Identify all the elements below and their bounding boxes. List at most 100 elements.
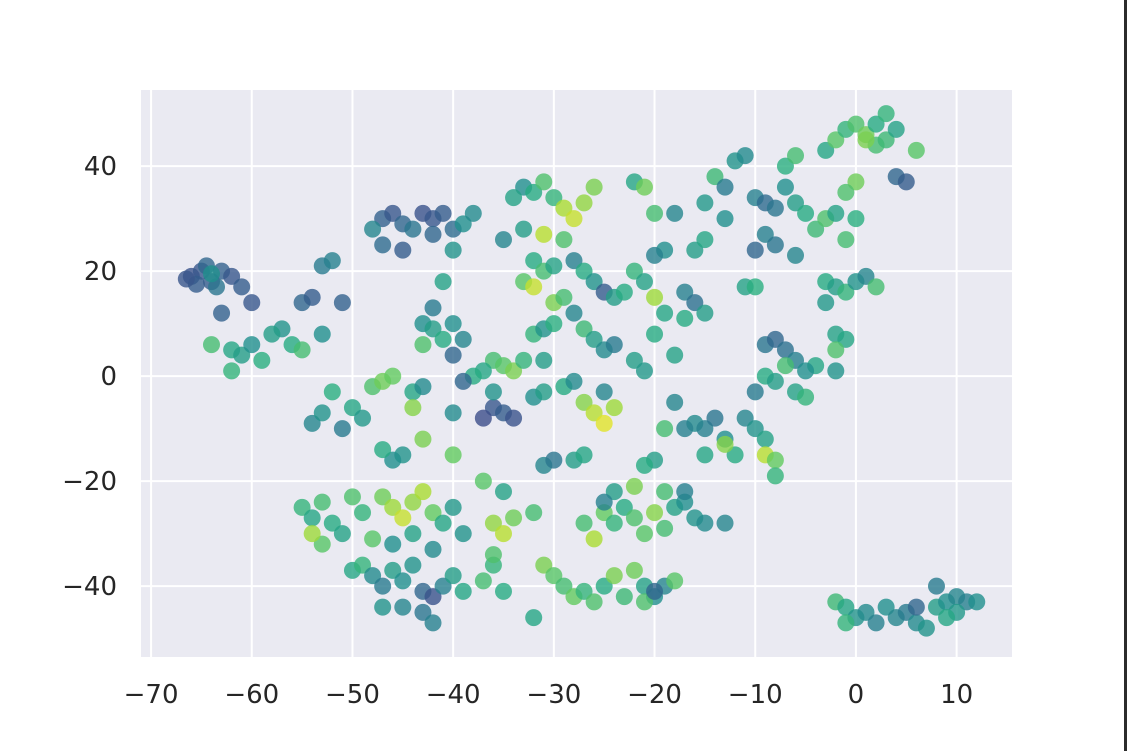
data-point: [746, 383, 764, 401]
data-point: [404, 525, 422, 543]
data-point: [706, 409, 724, 427]
data-point: [505, 509, 523, 527]
data-point: [575, 393, 593, 411]
data-point: [646, 288, 664, 306]
data-point: [333, 294, 351, 312]
data-point: [454, 215, 472, 233]
data-point: [354, 409, 372, 427]
data-point: [625, 351, 643, 369]
data-point: [313, 493, 331, 511]
data-point: [917, 619, 935, 637]
data-point: [817, 294, 835, 312]
data-point: [635, 362, 653, 380]
data-point: [364, 567, 382, 585]
data-point: [867, 115, 885, 133]
data-point: [545, 257, 563, 275]
data-point: [414, 430, 432, 448]
data-point: [676, 283, 694, 301]
data-point: [605, 336, 623, 354]
data-point: [756, 430, 774, 448]
data-point: [776, 341, 794, 359]
data-point: [424, 540, 442, 558]
data-point: [293, 498, 311, 516]
data-point: [635, 593, 653, 611]
data-point: [424, 588, 442, 606]
data-point: [233, 278, 251, 296]
data-point: [243, 294, 261, 312]
data-point: [847, 173, 865, 191]
data-point: [625, 477, 643, 495]
data-point: [384, 498, 402, 516]
data-point: [615, 498, 633, 516]
data-point: [343, 399, 361, 417]
data-point: [877, 598, 895, 616]
data-point: [414, 378, 432, 396]
data-point: [776, 178, 794, 196]
data-point: [213, 304, 231, 322]
data-point: [716, 178, 734, 196]
data-point: [646, 325, 664, 343]
data-point: [444, 446, 462, 464]
x-axis-ticks: −70 −60 −50 −40 −30 −20 −10 0 10: [124, 680, 974, 710]
data-point: [424, 614, 442, 632]
data-point: [525, 183, 543, 201]
data-point: [535, 383, 553, 401]
data-point: [384, 204, 402, 222]
data-point: [746, 241, 764, 259]
data-point: [177, 270, 195, 288]
data-point: [555, 231, 573, 249]
data-point: [208, 278, 226, 296]
data-point: [585, 530, 603, 548]
data-point: [394, 572, 412, 590]
data-point: [474, 572, 492, 590]
data-point: [827, 204, 845, 222]
data-point: [787, 194, 805, 212]
data-point: [605, 399, 623, 417]
data-point: [323, 383, 341, 401]
data-point: [696, 420, 714, 438]
data-point: [857, 603, 875, 621]
data-point: [323, 514, 341, 532]
data-point: [625, 262, 643, 280]
data-point: [565, 372, 583, 390]
y-tick-label: 0: [100, 362, 117, 392]
data-point: [333, 525, 351, 543]
data-point: [263, 325, 281, 343]
data-point: [696, 446, 714, 464]
data-point: [323, 252, 341, 270]
data-point: [837, 283, 855, 301]
data-point: [374, 598, 392, 616]
data-point: [374, 236, 392, 254]
data-point: [394, 241, 412, 259]
data-point: [454, 372, 472, 390]
data-point: [404, 493, 422, 511]
data-point: [867, 278, 885, 296]
data-point: [515, 351, 533, 369]
data-point: [223, 362, 241, 380]
data-point: [746, 278, 764, 296]
data-point: [716, 210, 734, 228]
data-point: [233, 346, 251, 364]
data-point: [817, 141, 835, 159]
data-point: [686, 294, 704, 312]
data-point: [444, 404, 462, 422]
data-point: [374, 488, 392, 506]
data-point: [535, 173, 553, 191]
data-point: [635, 273, 653, 291]
x-tick-label: −60: [224, 680, 279, 710]
data-point: [736, 409, 754, 427]
data-point: [837, 598, 855, 616]
data-point: [787, 147, 805, 165]
data-point: [444, 346, 462, 364]
data-point: [444, 498, 462, 516]
data-point: [515, 220, 533, 238]
data-point: [202, 336, 220, 354]
data-point: [484, 383, 502, 401]
data-point: [384, 367, 402, 385]
data-point: [223, 267, 241, 285]
data-point: [585, 404, 603, 422]
data-point: [535, 225, 553, 243]
y-tick-label: −40: [62, 572, 117, 602]
data-point: [243, 336, 261, 354]
